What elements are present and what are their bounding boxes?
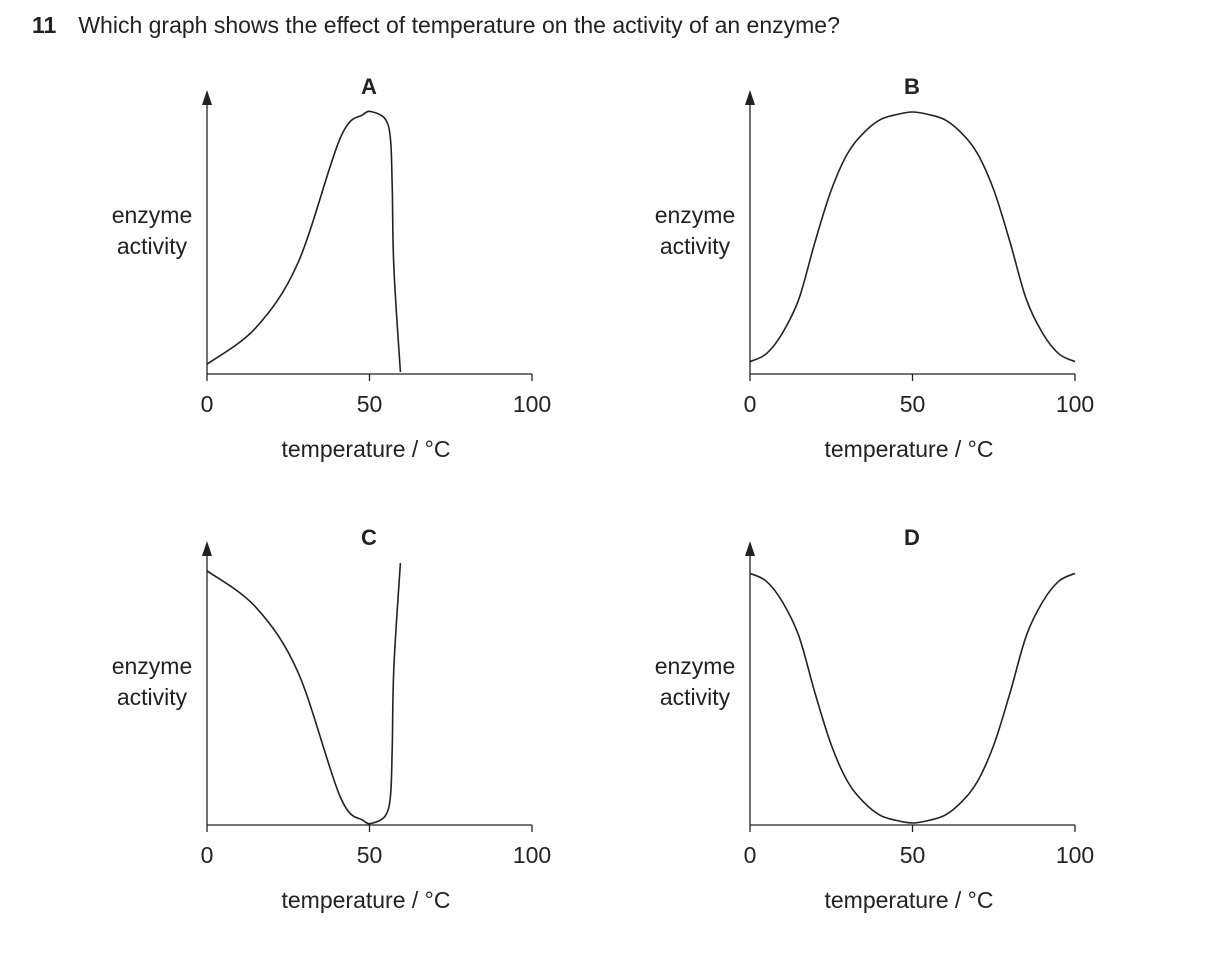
series-line (749, 111, 1076, 363)
x-axis-label: temperature / °C (282, 887, 451, 913)
panel-label: A (361, 74, 377, 99)
x-tick-label: 100 (1056, 842, 1094, 868)
x-tick-label: 0 (744, 842, 757, 868)
x-tick-label: 50 (900, 842, 926, 868)
x-tick-label: 100 (513, 842, 551, 868)
x-tick-label: 50 (357, 391, 383, 417)
y-axis-label: activity (117, 684, 188, 710)
panel-label: C (361, 525, 377, 550)
y-axis-label: activity (660, 684, 731, 710)
y-axis-label: enzyme (112, 653, 193, 679)
question-text: Which graph shows the effect of temperat… (78, 12, 840, 38)
x-tick-label: 0 (201, 391, 214, 417)
graph-d: D 0 50 100 temperature / °C enzyme activity (655, 525, 1094, 913)
series-line (206, 110, 402, 373)
question: 11 Which graph shows the effect of temper… (32, 12, 840, 39)
x-axis-label: temperature / °C (282, 436, 451, 462)
question-number: 11 (32, 12, 57, 38)
y-axis-label: activity (117, 233, 188, 259)
x-axis-label: temperature / °C (825, 436, 994, 462)
y-axis-arrow (202, 90, 212, 105)
y-axis-arrow (745, 90, 755, 105)
graph-c: C 0 50 100 temperature / °C enzyme activity (112, 525, 551, 913)
y-axis-label: enzyme (655, 653, 736, 679)
x-tick-label: 100 (1056, 391, 1094, 417)
x-tick-label: 0 (744, 391, 757, 417)
panel-label: B (904, 74, 920, 99)
graph-a: A 0 50 100 temperature / °C enzyme activity (112, 74, 551, 462)
x-tick-label: 50 (900, 391, 926, 417)
y-axis-label: activity (660, 233, 731, 259)
x-axis-label: temperature / °C (825, 887, 994, 913)
series-line (749, 572, 1076, 824)
panel-label: D (904, 525, 920, 550)
y-axis-label: enzyme (112, 202, 193, 228)
y-axis-arrow (745, 541, 755, 556)
x-tick-label: 0 (201, 842, 214, 868)
y-axis-label: enzyme (655, 202, 736, 228)
x-tick-label: 100 (513, 391, 551, 417)
y-axis-arrow (202, 541, 212, 556)
series-line (206, 562, 402, 825)
graph-b: B 0 50 100 temperature / °C enzyme activity (655, 74, 1094, 462)
x-tick-label: 50 (357, 842, 383, 868)
